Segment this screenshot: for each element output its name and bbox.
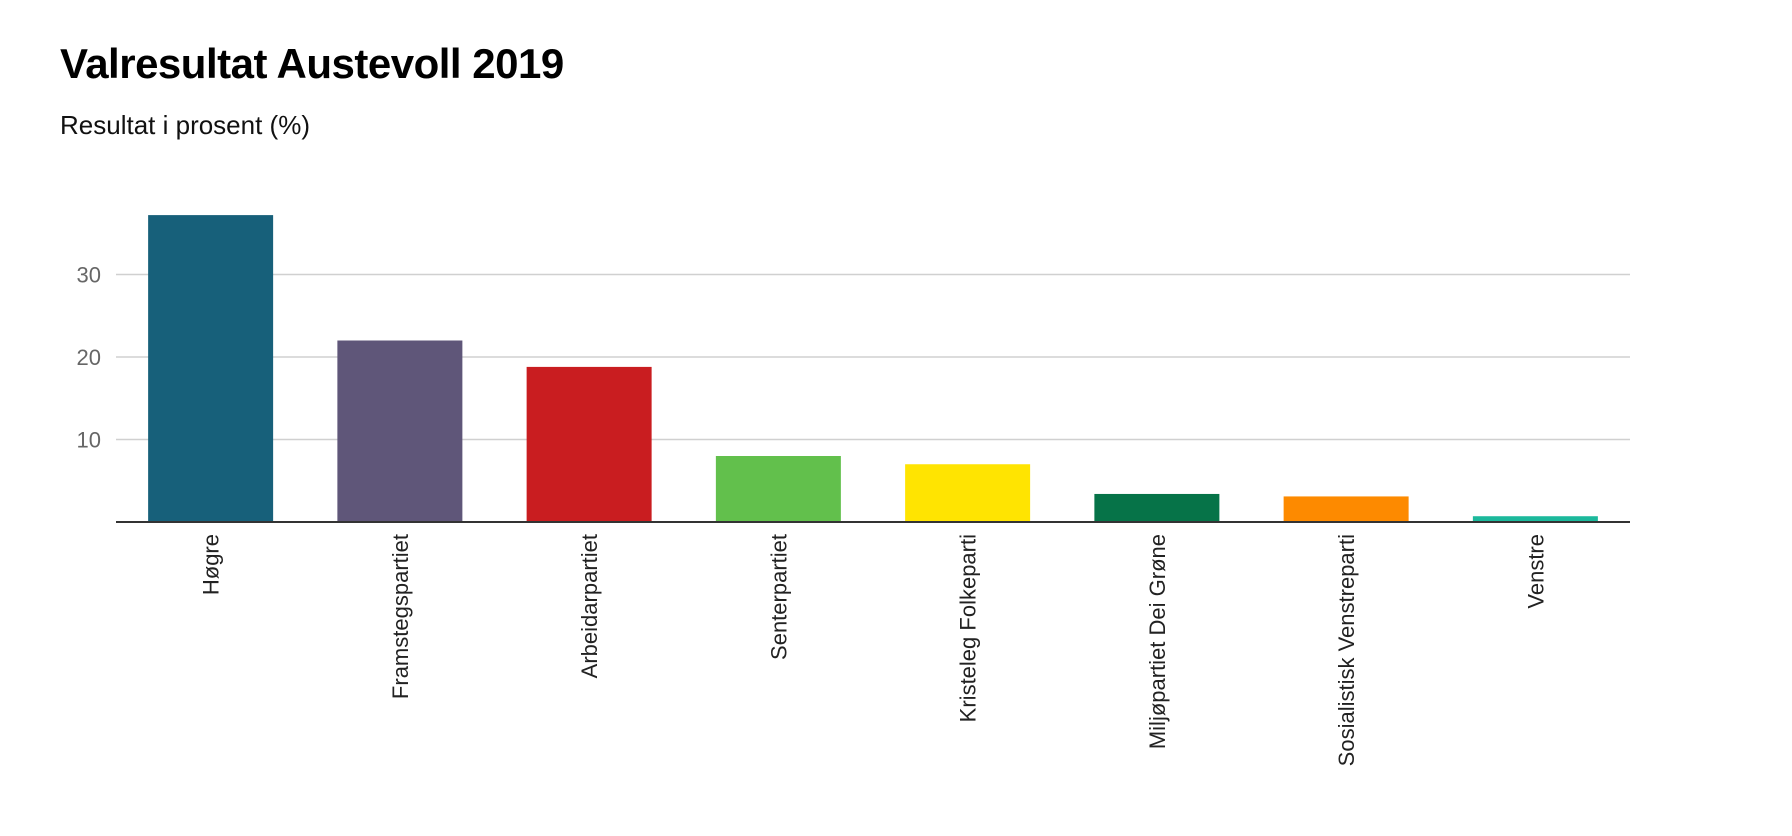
x-category-label: Senterpartiet	[766, 534, 791, 660]
bar-venstre	[1472, 516, 1598, 522]
x-category-label: Høgre	[199, 534, 224, 595]
bars	[148, 215, 1598, 522]
chart-title: Valresultat Austevoll 2019	[60, 40, 564, 87]
x-category-label: Miljøpartiet Dei Grøne	[1145, 534, 1170, 749]
bar-kristeleg-folkeparti	[905, 464, 1031, 522]
x-category-label: Framstegspartiet	[388, 534, 413, 699]
y-tick-label: 10	[77, 428, 101, 453]
bar-miljøpartiet-dei-grøne	[1094, 493, 1220, 522]
chart-subtitle: Resultat i prosent (%)	[60, 110, 310, 140]
bar-arbeidarpartiet	[526, 366, 652, 522]
x-category-labels: Høgre Framstegspartiet Arbeidarpartiet Sent…	[199, 534, 1549, 766]
bar-høgre	[148, 215, 274, 522]
bar-framstegspartiet	[337, 340, 463, 522]
y-tick-label: 30	[77, 263, 101, 288]
y-tick-label: 20	[77, 345, 101, 370]
x-category-label: Sosialistisk Venstreparti	[1334, 534, 1359, 766]
bar-sosialistisk-venstreparti	[1283, 496, 1409, 522]
bar-senterpartiet	[715, 456, 841, 522]
x-category-label: Venstre	[1523, 534, 1548, 609]
y-tick-labels: 10 20 30	[77, 263, 101, 453]
x-category-label: Arbeidarpartiet	[577, 534, 602, 678]
x-category-label: Kristeleg Folkeparti	[956, 534, 981, 722]
